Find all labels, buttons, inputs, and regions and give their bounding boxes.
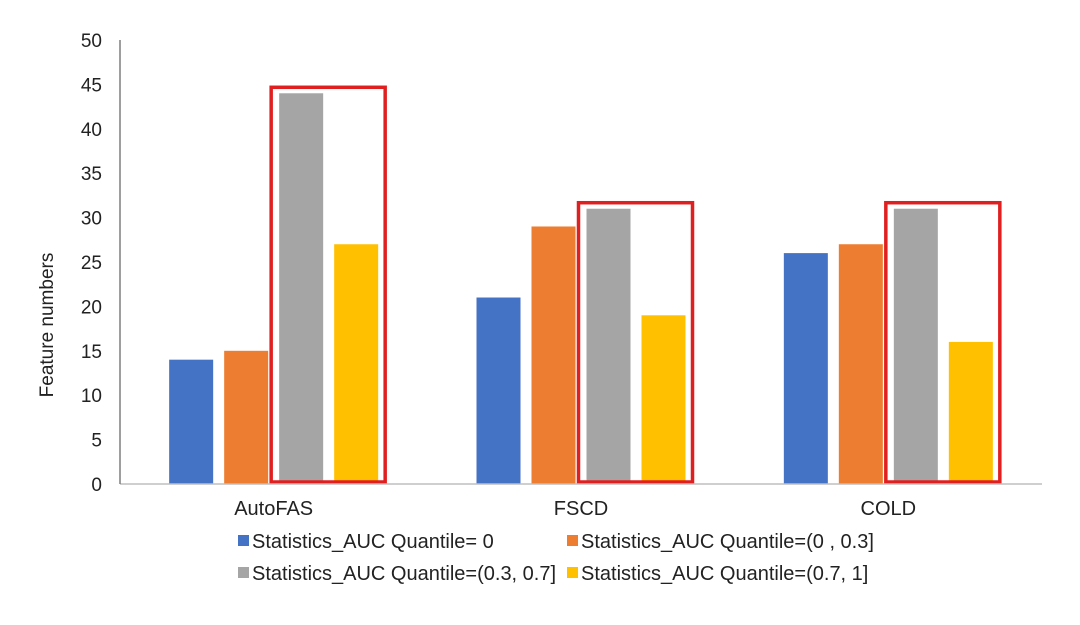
x-category-label: COLD xyxy=(861,498,917,520)
y-tick-label: 40 xyxy=(81,120,102,141)
bar-autofas-series-4 xyxy=(334,244,379,484)
y-tick-label: 0 xyxy=(91,475,102,496)
bar-cold-series-4 xyxy=(948,341,993,484)
bar-cold-series-3 xyxy=(893,208,938,484)
y-tick-label: 20 xyxy=(81,297,102,318)
bar-cold-series-2 xyxy=(838,244,883,484)
highlight-box-fscd xyxy=(576,200,695,484)
legend-swatch xyxy=(238,535,249,546)
y-tick-label: 35 xyxy=(81,164,102,185)
bar-fscd-series-2 xyxy=(531,226,576,485)
y-tick-label: 45 xyxy=(81,75,102,96)
x-category-label: AutoFAS xyxy=(234,498,313,520)
bar-fscd-series-1 xyxy=(476,297,521,484)
legend-label: Statistics_AUC Quantile=(0.7, 1] xyxy=(581,563,868,585)
legend-label: Statistics_AUC Quantile=(0.3, 0.7] xyxy=(252,563,556,585)
y-axis-label: Feature numbers xyxy=(37,253,58,398)
y-tick-label: 25 xyxy=(81,253,102,274)
y-tick-label: 15 xyxy=(81,342,102,363)
bar-fscd-series-4 xyxy=(641,315,686,484)
legend-swatch xyxy=(567,535,578,546)
legend-label: Statistics_AUC Quantile=(0 , 0.3] xyxy=(581,531,874,553)
legend-swatch xyxy=(567,567,578,578)
bar-autofas-series-2 xyxy=(224,350,269,484)
x-category-label: FSCD xyxy=(554,498,608,520)
y-tick-label: 30 xyxy=(81,209,102,230)
bar-autofas-series-1 xyxy=(169,359,214,484)
legend-label: Statistics_AUC Quantile= 0 xyxy=(252,531,494,553)
bar-cold-series-1 xyxy=(783,253,828,484)
y-tick-label: 10 xyxy=(81,386,102,407)
bar-fscd-series-3 xyxy=(586,208,631,484)
highlight-box-autofas xyxy=(269,85,387,484)
legend-swatch xyxy=(238,567,249,578)
highlight-box-cold xyxy=(884,200,1002,484)
bar-autofas-series-3 xyxy=(279,93,324,484)
y-tick-label: 5 xyxy=(91,431,102,452)
y-tick-label: 50 xyxy=(81,31,102,52)
